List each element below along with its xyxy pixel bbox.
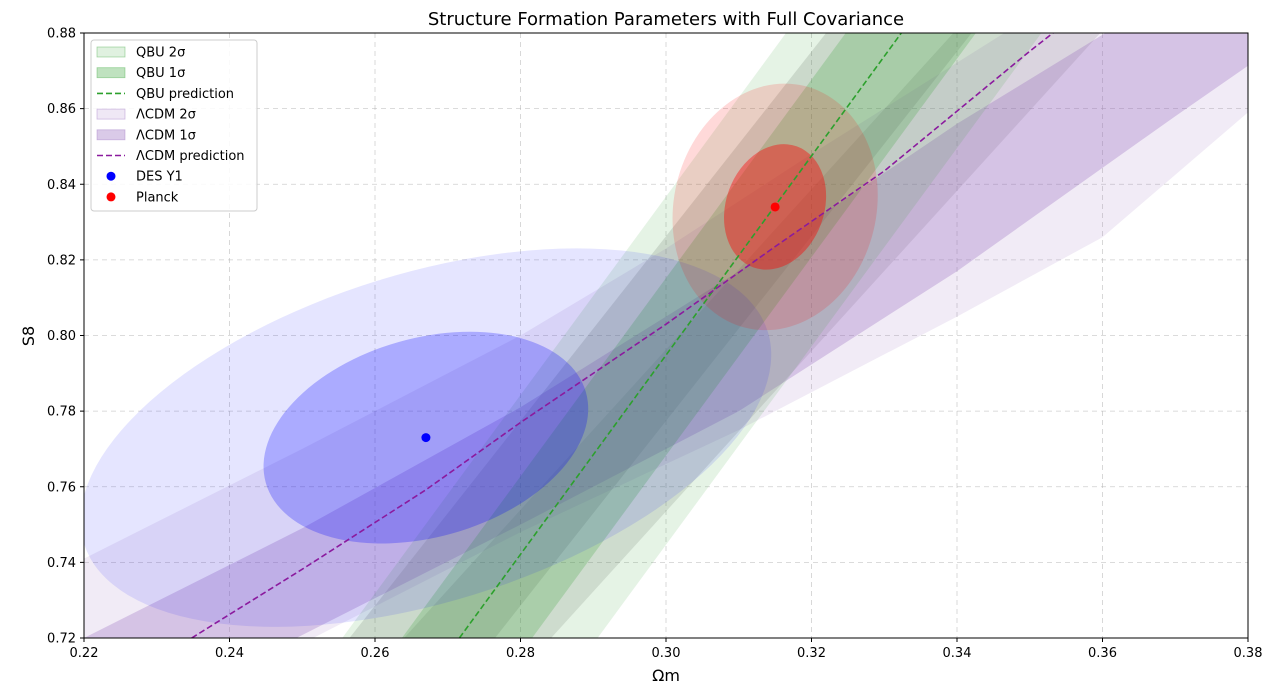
legend-label: QBU 1σ bbox=[136, 66, 185, 81]
y-tick-label: 0.80 bbox=[47, 329, 76, 344]
legend-swatch bbox=[106, 171, 116, 181]
y-tick-label: 0.86 bbox=[47, 102, 76, 117]
planck-point bbox=[770, 202, 780, 212]
x-tick-label: 0.36 bbox=[1088, 646, 1117, 661]
x-tick-label: 0.38 bbox=[1234, 646, 1263, 661]
lcdm-2sigma-band bbox=[84, 33, 1248, 638]
x-tick-label: 0.24 bbox=[215, 646, 244, 661]
legend-label: ΛCDM 2σ bbox=[136, 108, 196, 123]
x-tick-label: 0.22 bbox=[70, 646, 99, 661]
lcdm-1sigma-band bbox=[84, 33, 1248, 638]
legend-swatch bbox=[106, 192, 116, 202]
legend-swatch bbox=[96, 129, 126, 141]
gray-band bbox=[349, 33, 972, 638]
legend-box bbox=[90, 39, 258, 212]
qbu-2sigma-band bbox=[342, 33, 1042, 638]
legend-item: QBU 2σ bbox=[96, 46, 185, 61]
x-axis-label: Ωm bbox=[652, 666, 680, 685]
legend-swatch bbox=[96, 46, 126, 58]
x-tick-label: 0.32 bbox=[797, 646, 826, 661]
qbu-1sigma-band bbox=[401, 33, 976, 638]
y-tick-label: 0.76 bbox=[47, 480, 76, 495]
legend-swatch bbox=[96, 67, 126, 79]
legend-label: QBU 2σ bbox=[136, 46, 185, 61]
gray-band bbox=[404, 33, 1101, 638]
y-tick-label: 0.82 bbox=[47, 253, 76, 268]
legend-item: QBU prediction bbox=[97, 87, 234, 102]
x-tick-label: 0.28 bbox=[506, 646, 535, 661]
legend-item: DES Y1 bbox=[106, 170, 183, 185]
y-axis-label: S8 bbox=[19, 326, 38, 346]
legend-swatch bbox=[96, 108, 126, 120]
des-y1-point bbox=[421, 433, 431, 443]
y-tick-label: 0.84 bbox=[47, 178, 76, 193]
y-tick-label: 0.72 bbox=[47, 632, 76, 647]
lcdm-prediction-line bbox=[191, 33, 1054, 638]
qbu-prediction-line bbox=[458, 33, 903, 638]
y-tick-label: 0.78 bbox=[47, 405, 76, 420]
legend-item: ΛCDM 1σ bbox=[96, 128, 196, 143]
legend-label: QBU prediction bbox=[136, 87, 234, 102]
x-tick-label: 0.30 bbox=[652, 646, 681, 661]
plot-area bbox=[84, 33, 1248, 638]
legend-label: ΛCDM prediction bbox=[136, 149, 245, 164]
chart-title: Structure Formation Parameters with Full… bbox=[428, 9, 904, 30]
legend-label: Planck bbox=[136, 190, 179, 205]
x-tick-label: 0.34 bbox=[943, 646, 972, 661]
legend-item: QBU 1σ bbox=[96, 66, 185, 81]
legend-item: ΛCDM prediction bbox=[97, 149, 245, 164]
y-tick-label: 0.74 bbox=[47, 556, 76, 571]
axes: 0.22 0.24 0.26 0.28 0.30 0.32 0.34 0.36 0.38 0.72… bbox=[47, 27, 1262, 662]
x-tick-label: 0.26 bbox=[361, 646, 390, 661]
legend-label: ΛCDM 1σ bbox=[136, 128, 196, 143]
legend-label: DES Y1 bbox=[136, 170, 183, 185]
y-tick-label: 0.88 bbox=[47, 27, 76, 42]
legend-item: Planck bbox=[106, 190, 179, 205]
legend-item: ΛCDM 2σ bbox=[96, 108, 196, 123]
legend: QBU 2σ QBU 1σ QBU prediction ΛCDM 2σ ΛCDM 1σ… bbox=[90, 39, 258, 212]
